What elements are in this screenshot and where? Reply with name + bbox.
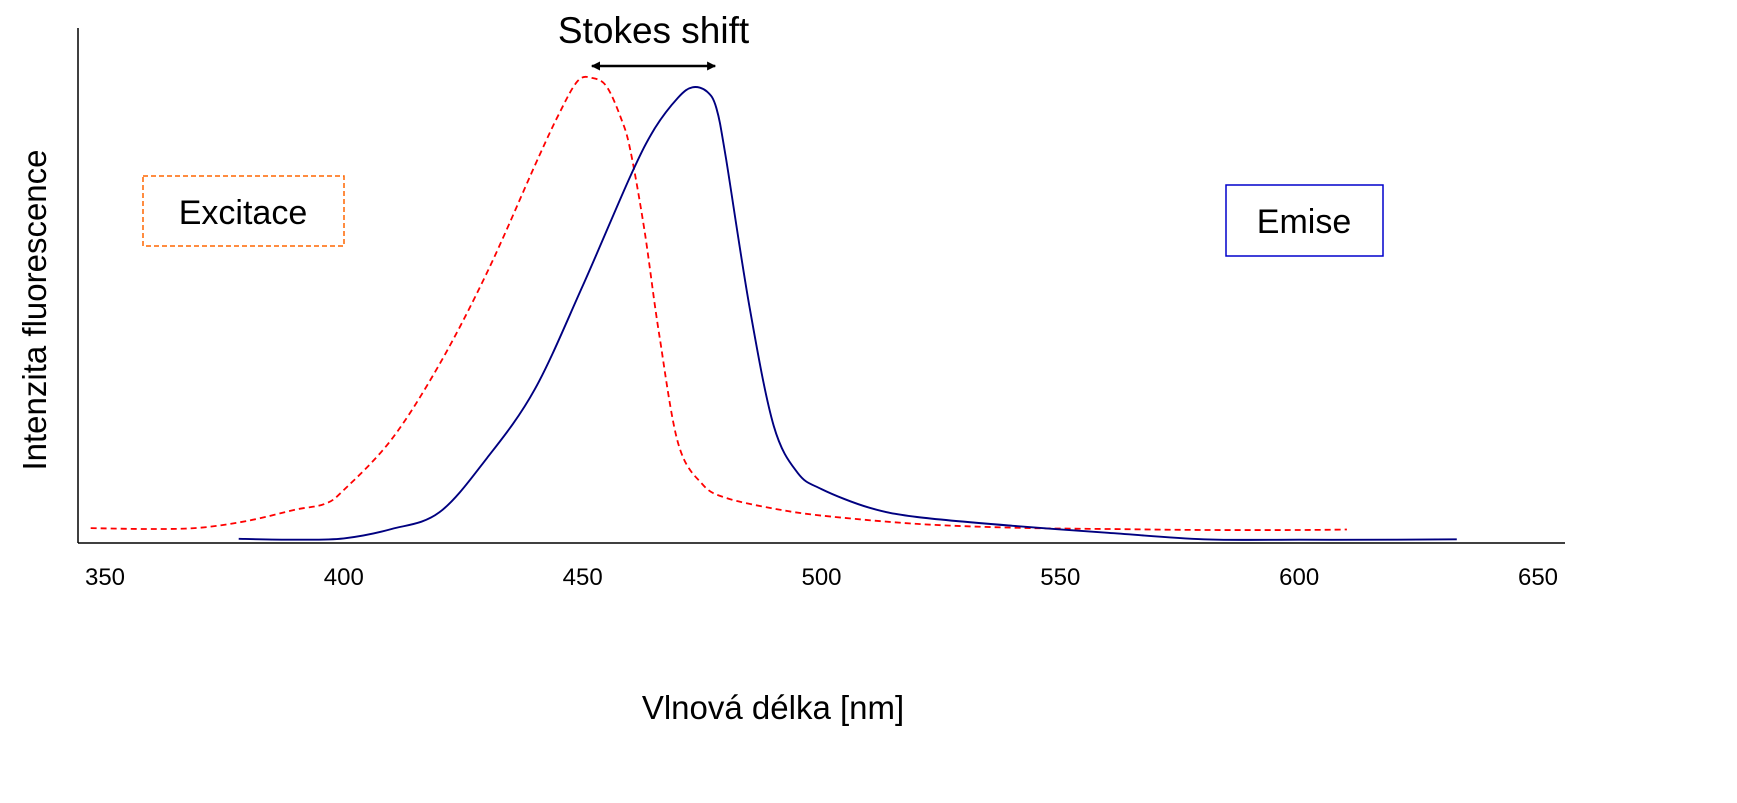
x-tick-label: 650 [1518, 564, 1558, 591]
x-tick-label: 550 [1040, 564, 1080, 591]
stokes-shift-label: Stokes shift [558, 10, 750, 51]
x-tick-labels: 350 400 450 500 550 600 650 [85, 564, 1558, 591]
x-tick-label: 350 [85, 564, 125, 591]
emise-box-label: Emise [1257, 203, 1351, 241]
x-tick-label: 600 [1279, 564, 1319, 591]
excitace-curve [90, 75, 1347, 531]
excitace-legend-box: Excitace [142, 175, 345, 247]
series-layer [90, 75, 1457, 541]
x-axis-label: Vlnová délka [nm] [642, 689, 904, 726]
x-tick-label: 400 [324, 564, 364, 591]
emise-curve [238, 86, 1457, 541]
y-axis-label: Intenzita fluorescence [16, 149, 53, 470]
excitace-box-frame [142, 175, 345, 247]
x-tick-label: 500 [801, 564, 841, 591]
stokes-shift-annotation: Stokes shift [558, 10, 750, 71]
x-tick-label: 450 [563, 564, 603, 591]
axes [77, 28, 1565, 544]
emise-box-frame [1225, 184, 1384, 257]
excitace-box-label: Excitace [179, 194, 308, 232]
emise-legend-box: Emise [1225, 184, 1384, 257]
annotation-layer: Excitace Emise Stokes shift [142, 10, 1384, 257]
